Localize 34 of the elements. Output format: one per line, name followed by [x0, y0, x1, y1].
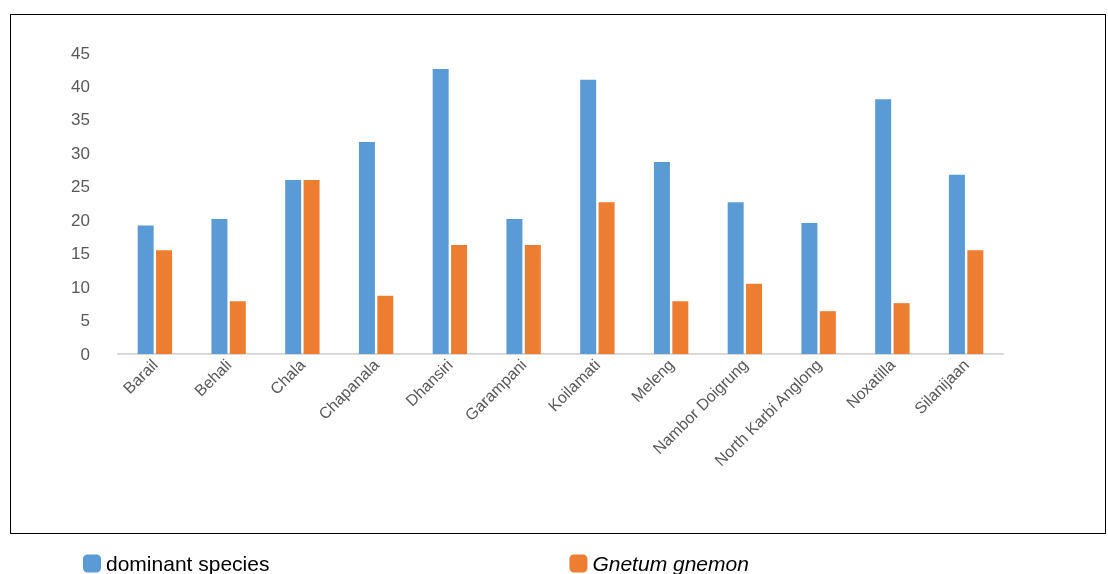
- y-tick-label: 0: [80, 344, 90, 364]
- bar: [727, 202, 744, 354]
- y-tick-label: 25: [71, 177, 90, 197]
- bar: [672, 301, 689, 354]
- y-tick-label: 30: [71, 143, 90, 163]
- bar: [211, 218, 228, 354]
- bar: [746, 283, 763, 354]
- bar: [875, 99, 892, 354]
- bar: [451, 244, 468, 354]
- bar: [377, 295, 394, 354]
- y-tick-label: 10: [71, 277, 90, 297]
- y-tick-label: 15: [71, 244, 90, 264]
- y-tick-label: 20: [71, 210, 90, 230]
- bar: [893, 303, 910, 354]
- bar: [580, 79, 597, 354]
- y-tick-label: 35: [71, 110, 90, 130]
- y-tick-label: 40: [71, 76, 90, 96]
- bar: [819, 311, 836, 354]
- bar: [303, 180, 320, 354]
- bar: [524, 244, 541, 354]
- bar: [285, 180, 302, 354]
- bar: [432, 69, 449, 354]
- bar: [598, 202, 615, 354]
- bar: [967, 250, 984, 354]
- bar: [801, 222, 818, 354]
- bar: [358, 141, 375, 354]
- bar: [229, 301, 246, 354]
- y-tick-label: 45: [71, 43, 90, 63]
- bar: [653, 162, 670, 354]
- bar: [156, 250, 173, 354]
- bar: [506, 218, 523, 354]
- bar: [948, 174, 965, 354]
- y-tick-label: 5: [80, 311, 90, 331]
- bar: [137, 225, 154, 354]
